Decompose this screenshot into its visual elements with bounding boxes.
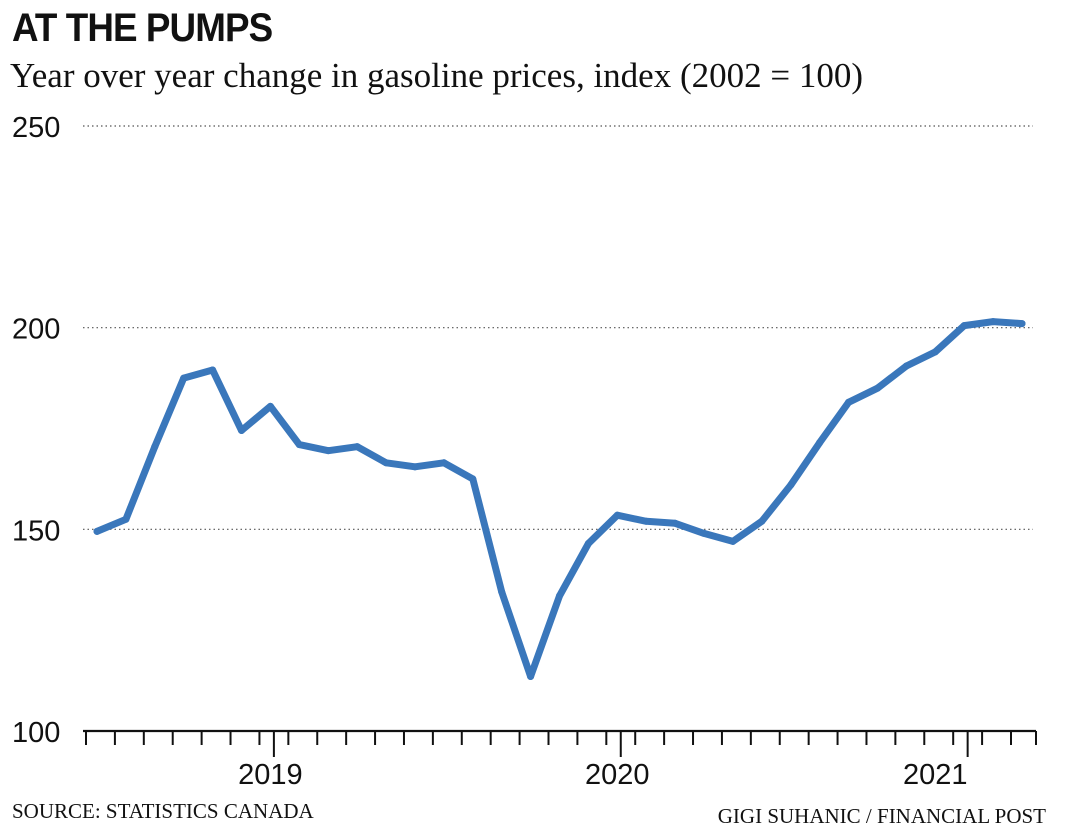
- data-point: [584, 539, 592, 547]
- data-point: [642, 517, 650, 525]
- year-label: 2021: [903, 759, 968, 791]
- data-point: [700, 529, 708, 537]
- data-point: [151, 443, 159, 451]
- y-tick-label: 150: [12, 515, 60, 547]
- data-point: [671, 519, 679, 527]
- data-point: [902, 362, 910, 370]
- data-point: [758, 517, 766, 525]
- y-tick-label: 100: [12, 717, 60, 749]
- y-axis-labels: 250 200 150 100: [12, 112, 60, 749]
- y-tick-label: 200: [12, 314, 60, 346]
- series-line: [93, 318, 1026, 680]
- data-point: [873, 384, 881, 392]
- data-point: [93, 527, 101, 535]
- data-point: [469, 475, 477, 483]
- x-axis-year-labels: 2019 2020 2021: [238, 759, 967, 791]
- credit-note: GIGI SUHANIC / FINANCIAL POST: [717, 804, 1046, 828]
- data-point: [324, 447, 332, 455]
- data-point: [1018, 320, 1026, 328]
- data-point: [787, 481, 795, 489]
- data-point: [411, 463, 419, 471]
- year-label: 2019: [238, 759, 303, 791]
- data-point: [122, 515, 130, 523]
- data-point: [295, 441, 303, 449]
- data-point: [816, 439, 824, 447]
- data-point: [498, 588, 506, 596]
- data-point: [180, 374, 188, 382]
- source-note: SOURCE: STATISTICS CANADA: [12, 799, 314, 823]
- data-point: [209, 366, 217, 374]
- data-point: [845, 398, 853, 406]
- x-axis: [83, 729, 1037, 757]
- data-point: [613, 511, 621, 519]
- chart-subtitle: Year over year change in gasoline prices…: [10, 56, 864, 95]
- chart-title: AT THE PUMPS: [12, 6, 273, 50]
- data-point: [960, 322, 968, 330]
- data-point: [353, 443, 361, 451]
- y-tick-label: 250: [12, 112, 60, 144]
- data-point: [382, 459, 390, 467]
- data-point: [238, 427, 246, 435]
- data-point: [556, 592, 563, 600]
- data-point: [440, 459, 448, 467]
- data-point: [989, 318, 997, 326]
- series-layer: [93, 318, 1026, 681]
- data-point: [729, 537, 737, 545]
- data-point: [266, 402, 274, 410]
- gridlines: [83, 125, 1033, 530]
- data-point: [527, 673, 535, 681]
- data-point: [931, 348, 939, 356]
- year-label: 2020: [585, 759, 650, 791]
